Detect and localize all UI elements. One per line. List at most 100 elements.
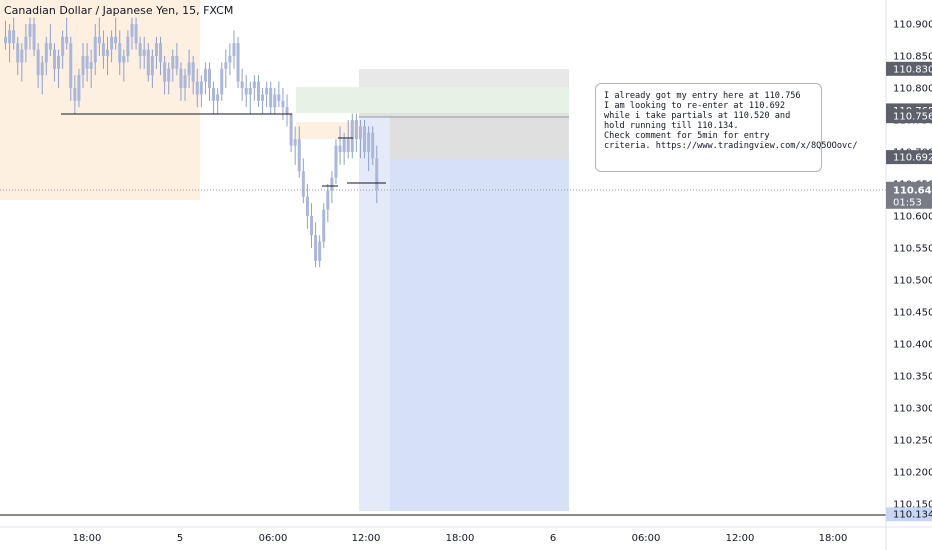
candle-body xyxy=(154,43,158,56)
candle-body xyxy=(110,36,114,50)
price-level-badge xyxy=(886,109,932,124)
candle-body xyxy=(216,94,220,101)
candle-body xyxy=(203,68,207,82)
candle-body xyxy=(167,68,171,82)
candle-body xyxy=(44,43,48,63)
time-tick-label: 12:00 xyxy=(726,533,755,544)
note-line: Check comment for 5min for entry xyxy=(604,131,770,141)
candle-body xyxy=(301,171,305,197)
candle-body xyxy=(236,43,240,82)
candle-body xyxy=(326,190,330,210)
price-level-value: 110.830 xyxy=(893,64,932,75)
grey-zone-mid xyxy=(359,113,569,117)
time-axis-ticks: 18:00 5 06:00 12:00 18:00 6 06:00 12:00 18:00 xyxy=(73,533,848,544)
chart-title[interactable]: Canadian Dollar / Japanese Yen, 15, FXCM xyxy=(4,4,234,17)
candle-body xyxy=(293,139,297,146)
candle-body xyxy=(20,49,24,63)
note-line: criteria. https://www.tradingview.com/x/… xyxy=(604,141,858,151)
price-level-badge xyxy=(886,507,932,522)
time-tick-label: 6 xyxy=(550,533,556,544)
price-tick-label: 110.450 xyxy=(893,308,932,319)
bar-countdown: 01:53 xyxy=(893,197,922,208)
current-price-badge xyxy=(886,181,932,209)
note-callout[interactable]: I already got my entry here at 110.756 I… xyxy=(595,83,858,172)
price-tick-label: 110.200 xyxy=(893,468,932,479)
candle-body xyxy=(256,81,260,101)
candle-body xyxy=(310,216,313,236)
candle-body xyxy=(322,209,326,242)
time-tick-label: 06:00 xyxy=(632,533,661,544)
price-level-value: 110.134 xyxy=(893,510,932,521)
candle-body xyxy=(305,196,309,216)
candle-body xyxy=(208,68,211,88)
price-tick-label: 110.800 xyxy=(893,84,932,95)
price-tick-label: 110.500 xyxy=(893,276,932,287)
candle-body xyxy=(146,49,150,76)
price-tick-label: 110.350 xyxy=(893,372,932,383)
candle-body xyxy=(77,75,81,101)
candle-body xyxy=(199,81,203,95)
candle-body xyxy=(52,49,56,69)
candle-body xyxy=(261,94,265,101)
candle-body xyxy=(265,88,269,95)
candle-body xyxy=(57,56,61,69)
candle-body xyxy=(220,68,224,95)
candle-body xyxy=(281,100,285,108)
price-tick-label: 110.400 xyxy=(893,340,932,351)
price-tick-label: 110.900 xyxy=(893,20,932,31)
price-level-badge xyxy=(886,61,932,76)
candle-body xyxy=(159,43,163,63)
candle-body xyxy=(273,94,277,108)
candle-body xyxy=(4,36,7,44)
price-level-value: 110.756 xyxy=(893,112,932,123)
short-position-zone-light xyxy=(359,117,390,511)
candle-body xyxy=(61,36,65,56)
price-axis-area[interactable] xyxy=(886,0,932,527)
time-tick-label: 5 xyxy=(177,533,183,544)
candle-body xyxy=(32,24,36,50)
drawing-zones xyxy=(0,0,569,511)
candle-body xyxy=(126,36,130,56)
candle-body xyxy=(69,43,73,88)
green-target-zone xyxy=(296,87,569,113)
candle-body xyxy=(224,62,228,69)
candle-body xyxy=(163,62,167,82)
level-lines xyxy=(0,113,886,516)
candle-body xyxy=(65,36,69,44)
candle-body xyxy=(228,56,232,63)
price-tick-label: 110.300 xyxy=(893,404,932,415)
candle-body xyxy=(106,49,109,56)
candle-body xyxy=(248,88,252,95)
candle-body xyxy=(371,132,375,159)
candle-body xyxy=(16,43,20,63)
candle-body xyxy=(334,145,338,178)
price-axis-labels: 110.830110.765110.756110.692110.64101:53… xyxy=(886,61,932,522)
candle-body xyxy=(195,81,199,95)
note-line: I am looking to re-enter at 110.692 xyxy=(604,101,786,111)
candle-body xyxy=(138,43,142,56)
candle-body xyxy=(363,126,367,152)
grey-zone-upper xyxy=(359,69,569,87)
candle-body xyxy=(142,49,146,56)
candle-body xyxy=(240,81,244,88)
candle-body xyxy=(73,88,77,101)
candle-body xyxy=(85,56,89,69)
candle-body xyxy=(48,43,52,50)
candle-body xyxy=(314,235,318,261)
candle-body xyxy=(358,126,362,140)
price-tick-label: 110.850 xyxy=(893,52,932,63)
candle-body xyxy=(175,56,179,69)
candle-body xyxy=(40,62,44,76)
candle-body xyxy=(187,62,191,76)
candle-body xyxy=(89,62,93,69)
current-price-value: 110.641 xyxy=(893,185,932,196)
time-tick-label: 18:00 xyxy=(819,533,848,544)
candle-body xyxy=(191,62,195,82)
candle-body xyxy=(183,75,187,88)
candle-body xyxy=(232,43,236,56)
price-tick-label: 110.600 xyxy=(893,212,932,223)
candle-body xyxy=(12,30,16,44)
candle-body xyxy=(277,94,281,101)
candle-body xyxy=(101,43,105,56)
